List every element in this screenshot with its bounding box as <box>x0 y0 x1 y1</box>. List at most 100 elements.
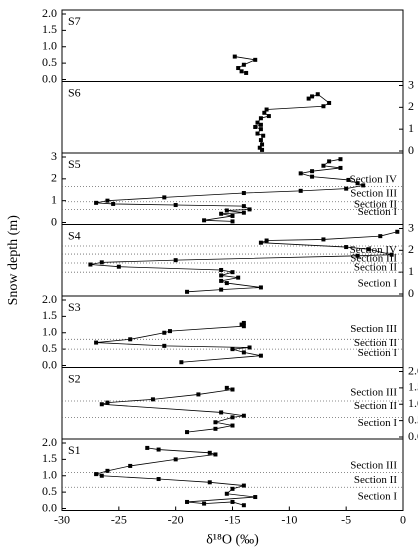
data-point <box>230 499 235 504</box>
y-tick-label: 2.0 <box>42 292 57 306</box>
y-tick-label: 1.5 <box>42 451 57 465</box>
data-point <box>260 147 265 152</box>
data-point <box>241 191 246 196</box>
y-tick-label: 0 <box>408 143 414 157</box>
data-point <box>179 360 184 365</box>
data-point <box>241 324 246 329</box>
data-point <box>219 278 224 283</box>
data-point <box>224 208 229 213</box>
y-tick-label: 2 <box>51 171 57 185</box>
data-point <box>162 343 167 348</box>
section-label: Section I <box>358 347 398 359</box>
section-label: Section IV <box>350 244 397 256</box>
x-tick-label: 0 <box>400 512 406 526</box>
data-point <box>213 420 218 425</box>
data-point <box>366 247 371 252</box>
data-point <box>264 238 269 243</box>
panel-label: S2 <box>68 371 81 385</box>
data-point <box>230 486 235 491</box>
y-tick-label: 1 <box>51 192 57 206</box>
data-point <box>145 445 150 450</box>
y-tick-label: 0.0 <box>408 429 418 443</box>
data-point <box>247 345 252 350</box>
section-label: Section II <box>354 261 397 273</box>
data-point <box>173 457 178 462</box>
panel-label: S6 <box>68 85 81 99</box>
data-point <box>88 262 93 267</box>
data-point <box>344 245 349 250</box>
data-point <box>156 447 161 452</box>
data-point <box>173 258 178 263</box>
data-point <box>315 92 320 97</box>
profile-line <box>101 387 244 433</box>
data-point <box>361 183 366 188</box>
data-point <box>327 159 332 164</box>
data-point <box>247 207 252 212</box>
data-point <box>105 400 110 405</box>
y-tick-label: 0.5 <box>408 412 418 426</box>
data-point <box>230 415 235 420</box>
y-tick-label: 1 <box>408 121 414 135</box>
data-point <box>310 169 315 174</box>
data-point <box>241 350 246 355</box>
y-tick-label: 1.5 <box>408 380 418 394</box>
data-point <box>261 133 266 138</box>
data-point <box>116 264 121 269</box>
data-point <box>185 499 190 504</box>
y-tick-label: 0.5 <box>42 484 57 498</box>
section-label: Section I <box>358 417 398 429</box>
data-point <box>241 210 246 215</box>
data-point <box>244 70 249 75</box>
y-tick-label: 2.0 <box>408 363 418 377</box>
panel-frame <box>61 81 404 154</box>
data-point <box>128 463 133 468</box>
y-tick-label: 1.0 <box>42 468 57 482</box>
x-tick-label: -20 <box>168 512 184 526</box>
data-point <box>253 57 258 62</box>
data-point <box>202 501 207 506</box>
data-point <box>241 204 246 209</box>
section-label: Section IV <box>350 173 397 185</box>
data-point <box>94 472 99 477</box>
data-point <box>162 330 167 335</box>
y-tick-label: 0 <box>51 214 57 228</box>
x-tick-label: -10 <box>281 512 297 526</box>
data-point <box>219 287 224 292</box>
data-point <box>258 127 263 132</box>
data-point <box>230 219 235 224</box>
y-tick-label: 1.0 <box>42 325 57 339</box>
data-point <box>173 203 178 208</box>
y-tick-label: 1.5 <box>42 22 57 36</box>
y-tick-label: 2 <box>408 242 414 256</box>
data-point <box>185 289 190 294</box>
data-point <box>306 96 311 101</box>
data-point <box>389 252 394 257</box>
y-tick-label: 1.0 <box>42 39 57 53</box>
section-label: Section II <box>354 400 397 412</box>
y-tick-label: 0.0 <box>42 500 57 514</box>
data-point <box>207 450 212 455</box>
section-label: Section I <box>358 491 398 503</box>
x-tick-label: -30 <box>54 512 70 526</box>
y-tick-label: 2.0 <box>42 435 57 449</box>
section-label: Section III <box>350 323 397 335</box>
section-label: Section II <box>354 474 397 486</box>
section-label: Section III <box>350 253 397 265</box>
data-point <box>266 114 271 119</box>
y-axis-label: Snow depth (m) <box>6 215 21 306</box>
data-point <box>310 174 315 179</box>
data-point <box>346 177 351 182</box>
data-point <box>224 385 229 390</box>
data-point <box>99 260 104 265</box>
panel-label: S3 <box>68 300 81 314</box>
data-point <box>230 270 235 275</box>
profile-line <box>94 447 256 506</box>
data-point <box>327 100 332 105</box>
data-point <box>258 285 263 290</box>
data-point <box>257 145 262 150</box>
data-point <box>94 340 99 345</box>
data-point <box>344 186 349 191</box>
section-label: Section III <box>350 386 397 398</box>
data-point <box>258 353 263 358</box>
